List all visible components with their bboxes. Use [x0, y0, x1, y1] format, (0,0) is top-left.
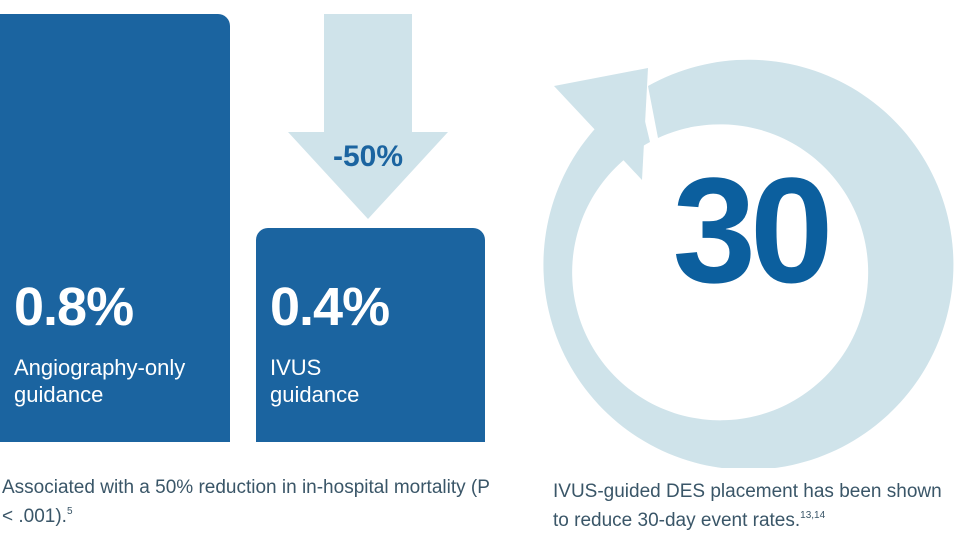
caption-right-footnote: 13,14	[800, 510, 826, 521]
caption-left-footnote: 5	[66, 506, 73, 517]
reduction-annotation: -50%	[332, 140, 404, 173]
bar-value-ivus: 0.4%	[270, 277, 390, 337]
bar-label-line: guidance	[14, 382, 104, 407]
caption-left: Associated with a 50% reduction in in-ho…	[2, 476, 502, 529]
bar-label-line: guidance	[270, 382, 360, 407]
caption-right: IVUS-guided DES placement has been shown…	[553, 480, 960, 533]
callout-number: 30	[672, 146, 834, 314]
down-arrow-icon	[288, 14, 448, 219]
caption-right-text: IVUS-guided DES placement has been shown…	[553, 481, 942, 531]
bar-ivus: 0.4% IVUS guidance	[256, 228, 485, 442]
bar-label-line: IVUS	[270, 355, 322, 380]
bar-value-angiography: 0.8%	[14, 277, 134, 337]
caption-left-text: Associated with a 50% reduction in in-ho…	[2, 477, 490, 527]
bar-label-angiography: Angiography-only guidance	[14, 354, 185, 408]
bar-label-ivus: IVUS guidance	[270, 354, 359, 408]
cycle-arrow-icon	[543, 59, 954, 468]
bar-label-line: Angiography-only	[14, 355, 186, 380]
bar-angiography: 0.8% Angiography-only guidance	[0, 14, 230, 442]
